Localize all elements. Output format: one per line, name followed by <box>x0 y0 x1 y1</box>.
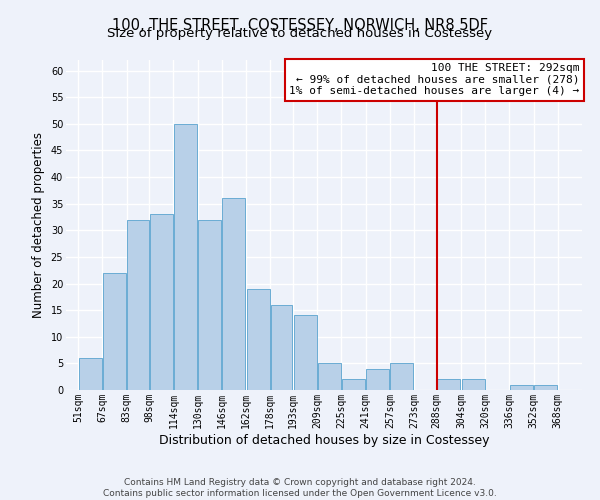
Bar <box>150 214 173 390</box>
Bar <box>79 358 102 390</box>
Bar <box>461 380 485 390</box>
Bar <box>437 380 460 390</box>
Bar <box>534 384 557 390</box>
Bar <box>366 368 389 390</box>
Bar <box>293 316 317 390</box>
Text: Contains HM Land Registry data © Crown copyright and database right 2024.
Contai: Contains HM Land Registry data © Crown c… <box>103 478 497 498</box>
X-axis label: Distribution of detached houses by size in Costessey: Distribution of detached houses by size … <box>159 434 489 446</box>
Bar <box>103 273 126 390</box>
Bar <box>510 384 533 390</box>
Text: 100, THE STREET, COSTESSEY, NORWICH, NR8 5DF: 100, THE STREET, COSTESSEY, NORWICH, NR8… <box>112 18 488 32</box>
Bar <box>174 124 197 390</box>
Bar <box>127 220 149 390</box>
Bar <box>198 220 221 390</box>
Y-axis label: Number of detached properties: Number of detached properties <box>32 132 45 318</box>
Bar <box>271 305 292 390</box>
Bar <box>247 289 269 390</box>
Bar <box>223 198 245 390</box>
Bar <box>318 364 341 390</box>
Text: Size of property relative to detached houses in Costessey: Size of property relative to detached ho… <box>107 28 493 40</box>
Bar <box>391 364 413 390</box>
Text: 100 THE STREET: 292sqm
← 99% of detached houses are smaller (278)
1% of semi-det: 100 THE STREET: 292sqm ← 99% of detached… <box>289 64 580 96</box>
Bar <box>342 380 365 390</box>
